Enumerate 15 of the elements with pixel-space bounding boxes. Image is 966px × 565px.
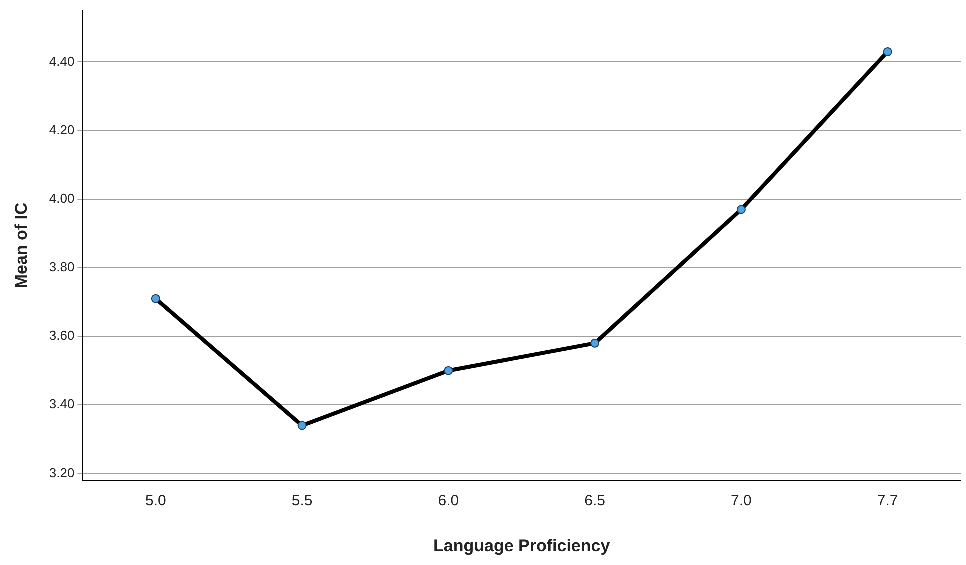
- x-tick-label: 5.0: [145, 492, 166, 510]
- x-tick-label: 7.0: [730, 492, 752, 510]
- y-tick-label: 3.40: [49, 396, 75, 412]
- y-tick-label: 4.20: [49, 122, 75, 138]
- y-tick-label: 3.60: [49, 328, 75, 344]
- x-tick-label: 5.5: [292, 492, 313, 510]
- x-tick-label: 6.0: [438, 492, 460, 510]
- x-axis-title: Language Proficiency: [434, 536, 611, 556]
- y-tick-label: 3.20: [49, 465, 75, 480]
- y-tick-label: 3.80: [49, 260, 75, 275]
- x-tick-label: 7.7: [877, 492, 898, 510]
- x-tick-label: 6.5: [584, 492, 606, 510]
- y-tick-label: 4.40: [49, 54, 75, 69]
- y-tick-label: 4.00: [49, 190, 75, 206]
- y-axis-title: Mean of IC: [12, 202, 31, 289]
